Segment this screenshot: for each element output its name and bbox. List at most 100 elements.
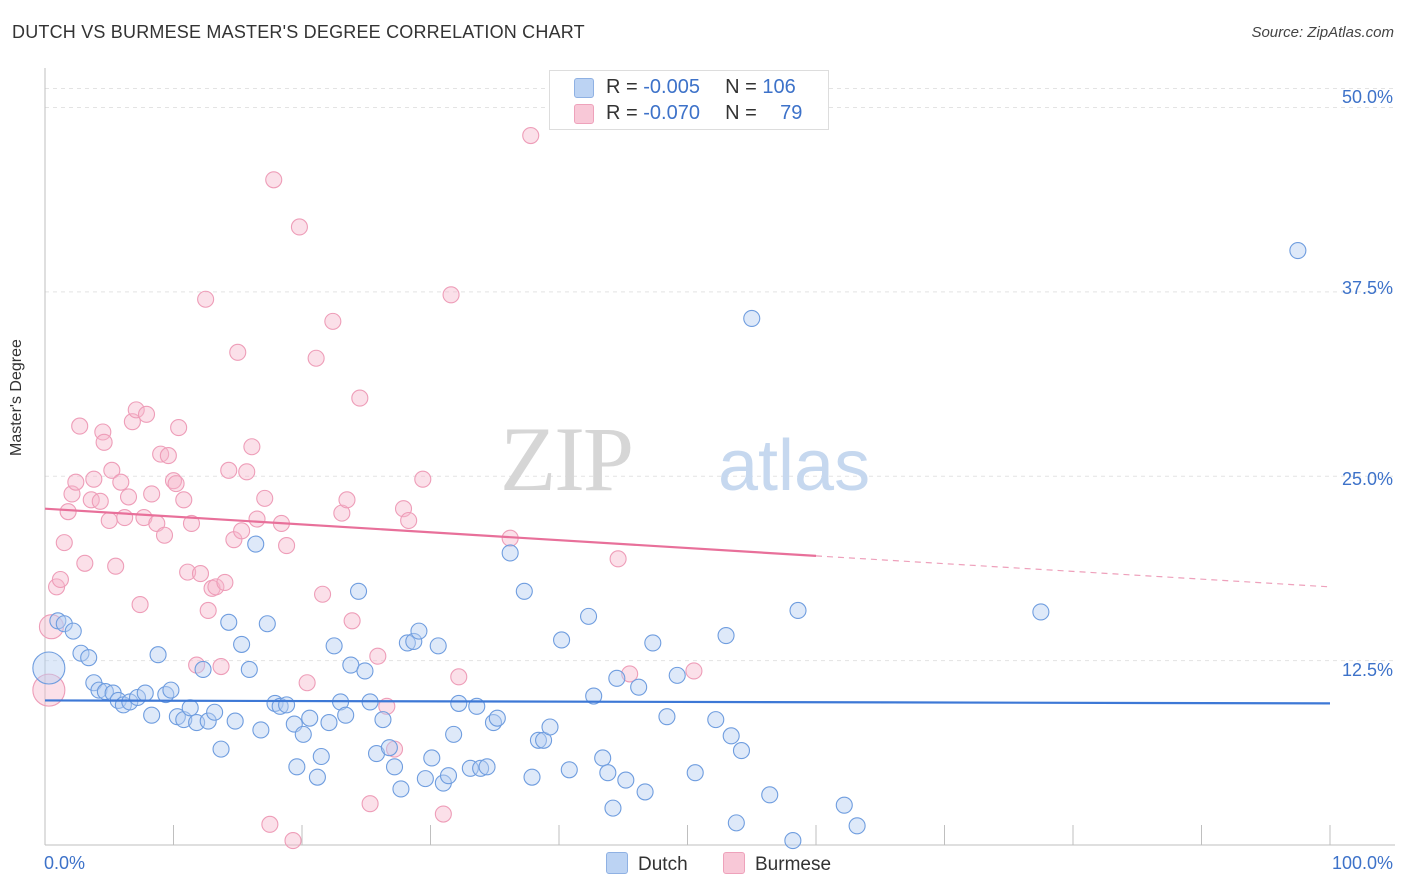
dutch-point: [162, 681, 180, 699]
burmese-point: [197, 290, 215, 308]
dutch-point: [32, 651, 66, 685]
burmese-point: [243, 438, 261, 456]
y-tick-label: 25.0%: [1341, 469, 1393, 489]
legend-n-value: 79: [780, 102, 803, 124]
dutch-point: [523, 768, 541, 786]
dutch-point: [488, 709, 506, 727]
dutch-point: [835, 796, 853, 814]
dutch-swatch: [574, 78, 594, 98]
burmese-point: [76, 554, 94, 572]
dutch-point: [1032, 603, 1050, 621]
dutch-point: [717, 626, 735, 645]
dutch-point: [233, 635, 251, 653]
burmese-point: [442, 286, 460, 304]
burmese-point: [256, 489, 274, 507]
burmese-point: [261, 815, 279, 833]
dutch-point: [429, 637, 447, 655]
dutch-point: [337, 706, 355, 724]
dutch-point: [450, 694, 468, 712]
dutch-point: [529, 731, 547, 749]
burmese-points: [32, 126, 703, 850]
legend-n-label: N =: [725, 76, 757, 98]
watermark: ZIP atlas: [500, 408, 870, 510]
dutch-point: [149, 646, 167, 664]
dutch-point: [258, 615, 276, 633]
gridlines: [45, 88, 1395, 662]
dutch-point: [220, 613, 238, 631]
dutch-point: [617, 771, 635, 789]
burmese-point: [522, 126, 540, 145]
dutch-point: [301, 709, 319, 727]
burmese-point: [212, 657, 230, 676]
legend-n-label: N =: [725, 102, 757, 124]
burmese-point: [170, 419, 188, 437]
dutch-point: [478, 758, 496, 776]
bottom-legend-dutch-label: Dutch: [638, 854, 688, 875]
dutch-point: [727, 814, 745, 832]
dutch-point: [608, 669, 626, 687]
burmese-point: [131, 596, 149, 614]
y-tick-label: 37.5%: [1341, 278, 1393, 298]
legend-n-value: 106: [762, 76, 796, 98]
burmese-point: [400, 511, 418, 530]
burmese-point: [55, 534, 73, 552]
burmese-point: [434, 805, 452, 823]
dutch-point: [64, 622, 82, 640]
chart-title: DUTCH VS BURMESE MASTER'S DEGREE CORRELA…: [12, 22, 585, 42]
dutch-point: [594, 749, 612, 767]
trend-lines: [44, 507, 1331, 705]
dutch-point: [515, 582, 533, 600]
dutch-point: [848, 817, 866, 835]
dutch-point: [288, 758, 306, 776]
burmese-point: [298, 674, 316, 692]
dutch-point: [194, 660, 212, 679]
dutch-point: [380, 739, 398, 757]
dutch-point: [761, 786, 779, 804]
burmese-point: [67, 473, 85, 491]
dutch-point: [668, 666, 686, 684]
dutch-point: [541, 718, 559, 736]
dutch-point: [553, 631, 571, 649]
y-axis-label: Master's Degree: [8, 339, 25, 456]
burmese-point: [95, 433, 113, 451]
burmese-point: [51, 570, 69, 589]
dutch-point: [308, 768, 326, 786]
dutch-point: [636, 783, 654, 801]
burmese-point: [351, 389, 369, 407]
legend-r-value: -0.005: [643, 76, 700, 98]
dutch-point: [658, 708, 676, 726]
dutch-points: [32, 242, 1307, 850]
dutch-point: [722, 727, 740, 745]
burmese-point: [220, 461, 238, 479]
burmese-point: [182, 514, 201, 533]
dutch-swatch: [606, 852, 628, 874]
dutch-point: [226, 712, 244, 730]
burmese-point: [685, 662, 703, 680]
burmese-point: [621, 665, 639, 683]
burmese-point: [414, 470, 432, 488]
dutch-point: [136, 684, 154, 702]
dutch-point: [560, 761, 578, 779]
dutch-point: [278, 696, 296, 714]
burmese-point: [265, 171, 283, 189]
dutch-point: [604, 799, 622, 817]
dutch-point: [630, 678, 648, 696]
burmese-point: [361, 795, 379, 813]
burmese-point: [100, 511, 118, 530]
dutch-trend-line: [44, 699, 1331, 705]
burmese-point: [343, 612, 361, 630]
burmese-point: [71, 417, 89, 435]
burmese-point: [107, 557, 125, 575]
burmese-point: [238, 463, 256, 481]
burmese-point: [609, 550, 627, 568]
dutch-point: [410, 622, 428, 640]
dutch-point: [181, 699, 199, 717]
dutch-point: [732, 742, 751, 760]
burmese-point: [199, 601, 217, 620]
dutch-point: [439, 767, 458, 785]
dutch-point: [320, 714, 338, 732]
burmese-point: [229, 343, 247, 361]
legend-r-label: R =: [606, 102, 638, 124]
dutch-point: [199, 712, 217, 730]
